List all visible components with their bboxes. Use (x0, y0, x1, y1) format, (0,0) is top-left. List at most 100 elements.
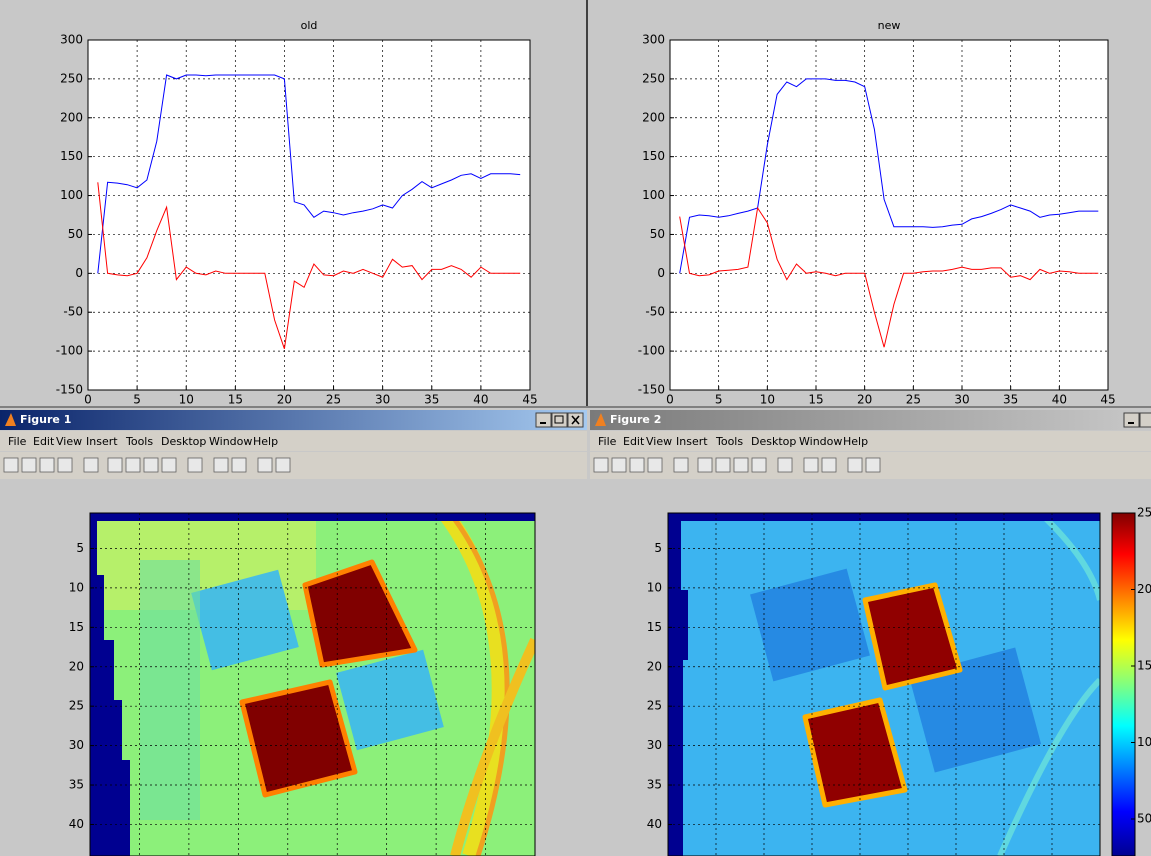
toolbar-button[interactable] (275, 457, 291, 473)
plot-area (88, 40, 530, 390)
toolbar-button[interactable] (107, 457, 123, 473)
menu-item[interactable]: Desktop (161, 435, 206, 448)
menu-item[interactable]: View (646, 435, 672, 448)
y-tick-label: 200 (60, 110, 83, 124)
colorbar (1111, 512, 1136, 856)
menu-item[interactable]: Insert (86, 435, 118, 448)
toolbar-button[interactable] (21, 457, 37, 473)
x-tick-label: 35 (1003, 393, 1018, 407)
toolbar-button[interactable] (865, 457, 881, 473)
x-tick-label: 30 (375, 393, 390, 407)
toolbar-button[interactable] (751, 457, 767, 473)
toolbar-button[interactable] (673, 457, 689, 473)
y-tick-label: 40 (69, 817, 84, 831)
toolbar-button[interactable] (257, 457, 273, 473)
y-tick-label: 20 (69, 659, 84, 673)
x-tick-label: 35 (424, 393, 439, 407)
heatmap (668, 513, 1100, 856)
menu-item[interactable]: Help (253, 435, 278, 448)
window-2 (590, 410, 1151, 479)
menu-item[interactable]: Window (799, 435, 842, 448)
menu-item[interactable]: Tools (715, 435, 743, 448)
toolbar-button[interactable] (161, 457, 177, 473)
menu-item[interactable]: Edit (623, 435, 645, 448)
menu-item[interactable]: File (598, 435, 617, 448)
y-tick-label: 0 (657, 266, 665, 280)
plot-area (670, 40, 1108, 390)
toolbar-button[interactable] (715, 457, 731, 473)
y-tick-label: 15 (647, 620, 662, 634)
y-tick-label: 35 (647, 778, 662, 792)
toolbar-button[interactable] (125, 457, 141, 473)
y-tick-label: 0 (75, 266, 83, 280)
x-tick-label: 5 (133, 393, 141, 407)
colorbar-label: 50 (1137, 812, 1151, 826)
window-title: Figure 1 (20, 413, 71, 426)
toolbar-button[interactable] (213, 457, 229, 473)
window-buttons[interactable] (1123, 412, 1151, 428)
title-bar[interactable] (590, 410, 1151, 430)
toolbar-button[interactable] (39, 457, 55, 473)
app-icon (5, 413, 16, 426)
y-tick-label: 250 (642, 71, 665, 85)
colorbar-label: 20 (1137, 582, 1151, 596)
x-tick-label: 45 (1100, 393, 1115, 407)
y-tick-label: 300 (60, 33, 83, 47)
menu-item[interactable]: View (56, 435, 82, 448)
menu-item[interactable]: Insert (676, 435, 708, 448)
toolbar-button[interactable] (593, 457, 609, 473)
x-tick-label: 45 (522, 393, 537, 407)
y-tick-label: 15 (69, 620, 84, 634)
x-tick-label: 40 (1052, 393, 1067, 407)
toolbar-button[interactable] (803, 457, 819, 473)
y-tick-label: -100 (56, 344, 83, 358)
menu-item[interactable]: Desktop (751, 435, 796, 448)
image-frame (89, 512, 536, 856)
toolbar-button[interactable] (847, 457, 863, 473)
y-tick-label: -150 (638, 383, 665, 397)
toolbar-button[interactable] (143, 457, 159, 473)
chart-title: new (878, 19, 901, 32)
data-line (97, 74, 521, 274)
toolbar-button[interactable] (697, 457, 713, 473)
toolbar-button[interactable] (3, 457, 19, 473)
title-bar[interactable] (0, 410, 587, 430)
y-tick-label: 100 (642, 188, 665, 202)
menu-item[interactable]: File (8, 435, 27, 448)
app-icon (595, 413, 606, 426)
menu-item[interactable]: Tools (125, 435, 153, 448)
y-tick-label: 10 (69, 580, 84, 594)
toolbar-button[interactable] (821, 457, 837, 473)
toolbar-button[interactable] (777, 457, 793, 473)
window-buttons[interactable] (535, 412, 584, 428)
toolbar-button[interactable] (187, 457, 203, 473)
x-tick-label: 0 (84, 393, 92, 407)
y-tick-label: -100 (638, 344, 665, 358)
menu-item[interactable]: Help (843, 435, 868, 448)
toolbar-button[interactable] (83, 457, 99, 473)
toolbar-button[interactable] (611, 457, 627, 473)
toolbar-button[interactable] (629, 457, 645, 473)
x-tick-label: 10 (760, 393, 775, 407)
colorbar-label: 25 (1137, 506, 1151, 520)
y-tick-label: 250 (60, 71, 83, 85)
menu-bar (0, 431, 587, 451)
x-tick-label: 20 (857, 393, 872, 407)
x-tick-label: 15 (808, 393, 823, 407)
plot-frame (87, 39, 531, 391)
toolbar-button[interactable] (57, 457, 73, 473)
menu-item[interactable]: Edit (33, 435, 55, 448)
y-tick-label: 50 (650, 227, 665, 241)
plot-frame (669, 39, 1109, 391)
y-tick-label: 300 (642, 33, 665, 47)
menu-bar (590, 431, 1151, 451)
menu-item[interactable]: Window (209, 435, 252, 448)
x-tick-label: 25 (906, 393, 921, 407)
y-tick-label: 25 (69, 699, 84, 713)
y-tick-label: 30 (69, 738, 84, 752)
y-tick-label: 5 (654, 541, 662, 555)
toolbar-button[interactable] (647, 457, 663, 473)
y-tick-label: 150 (642, 149, 665, 163)
toolbar-button[interactable] (231, 457, 247, 473)
toolbar-button[interactable] (733, 457, 749, 473)
